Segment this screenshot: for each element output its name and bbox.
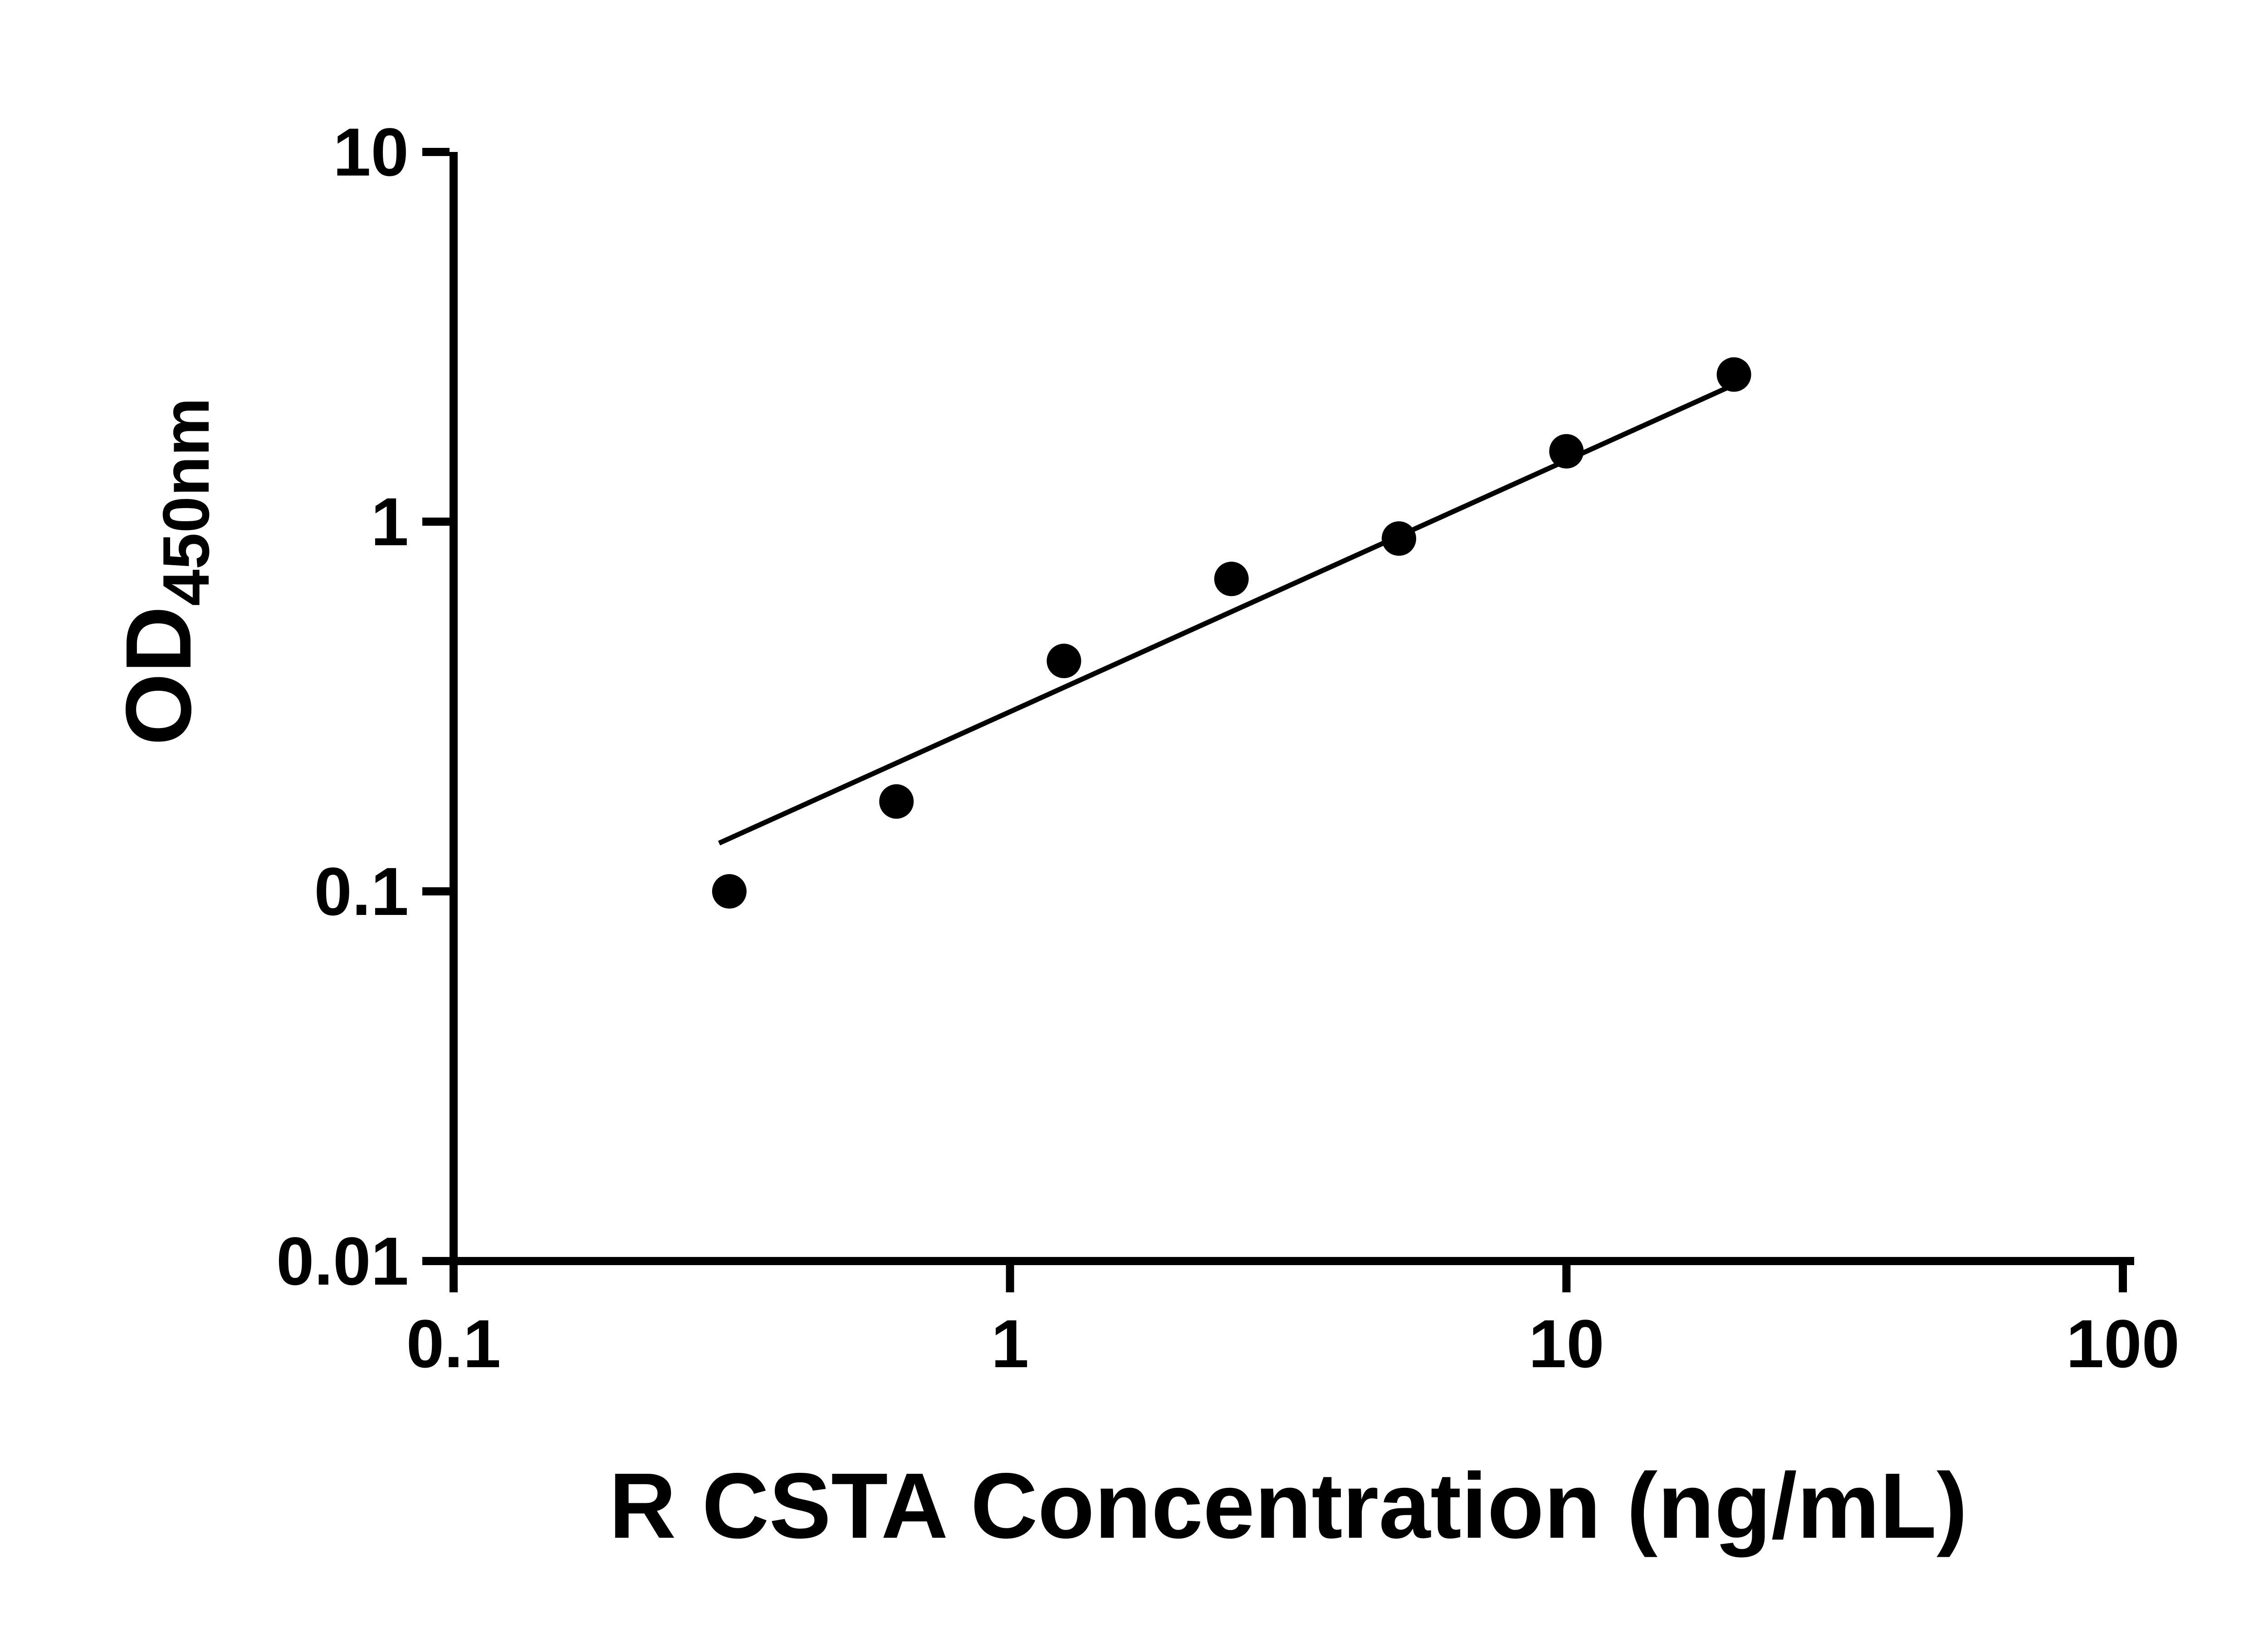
x-tick-label: 0.1 xyxy=(406,1305,501,1382)
y-tick-label: 1 xyxy=(371,484,409,560)
y-tick-label: 0.01 xyxy=(276,1223,409,1299)
y-tick-label: 10 xyxy=(333,114,409,190)
data-point xyxy=(712,874,747,909)
data-point xyxy=(1716,357,1751,392)
x-axis-title: R CSTA Concentration (ng/mL) xyxy=(609,1454,1967,1558)
y-tick-label: 0.1 xyxy=(314,853,409,929)
y-axis-title-main: OD xyxy=(107,606,210,746)
data-point xyxy=(1046,644,1081,679)
x-tick-label: 100 xyxy=(2066,1305,2180,1382)
x-tick-label: 10 xyxy=(1529,1305,1604,1382)
data-point xyxy=(1549,434,1584,469)
y-axis-title: OD450nm xyxy=(107,398,223,746)
data-point xyxy=(1382,521,1417,556)
trend-line xyxy=(718,381,1739,846)
y-axis-title-subscript: 450nm xyxy=(149,398,223,606)
x-tick-label: 1 xyxy=(991,1305,1029,1382)
data-point xyxy=(1214,562,1249,596)
data-point xyxy=(879,784,914,819)
